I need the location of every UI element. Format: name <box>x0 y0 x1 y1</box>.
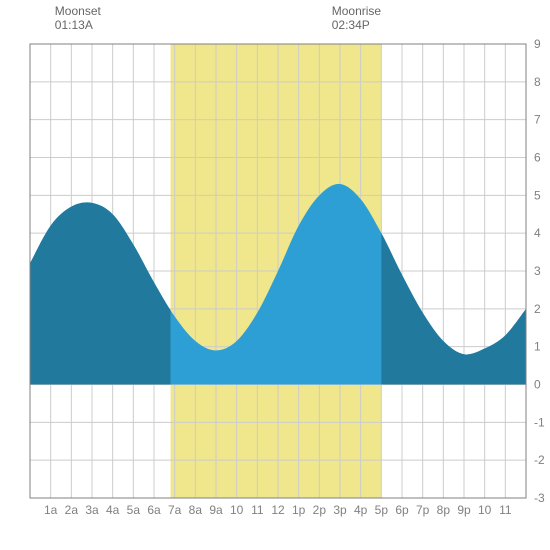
moonset-time: 01:13A <box>55 18 101 32</box>
moonset-label: Moonset 01:13A <box>55 4 101 32</box>
x-tick-label: 5p <box>375 503 389 517</box>
x-tick-label: 1a <box>44 503 58 517</box>
x-tick-label: 2p <box>313 503 327 517</box>
x-tick-label: 6a <box>147 503 161 517</box>
x-tick-label: 5a <box>127 503 141 517</box>
x-tick-label: 11 <box>251 503 264 517</box>
y-tick-label: -1 <box>534 415 545 429</box>
x-tick-label: 12 <box>271 503 285 517</box>
x-tick-label: 4p <box>354 503 368 517</box>
y-tick-label: 8 <box>534 75 541 89</box>
x-tick-label: 11 <box>499 503 512 517</box>
moonrise-time: 02:34P <box>332 18 381 32</box>
y-tick-label: 6 <box>534 151 541 165</box>
x-tick-label: 3a <box>85 503 99 517</box>
x-tick-label: 6p <box>395 503 409 517</box>
x-tick-label: 9a <box>209 503 223 517</box>
x-tick-label: 8p <box>437 503 451 517</box>
moonrise-label: Moonrise 02:34P <box>332 4 381 32</box>
y-tick-label: 9 <box>534 37 541 51</box>
y-tick-label: -3 <box>534 491 545 505</box>
x-tick-label: 7p <box>416 503 430 517</box>
x-tick-label: 4a <box>106 503 120 517</box>
x-tick-label: 3p <box>333 503 347 517</box>
y-tick-label: 5 <box>534 188 541 202</box>
x-tick-label: 2a <box>65 503 79 517</box>
y-tick-label: 2 <box>534 302 541 316</box>
x-tick-label: 1p <box>292 503 306 517</box>
y-tick-label: 4 <box>534 226 541 240</box>
y-tick-label: 3 <box>534 264 541 278</box>
y-tick-label: 0 <box>534 378 541 392</box>
x-tick-label: 9p <box>457 503 471 517</box>
x-tick-label: 10 <box>478 503 492 517</box>
y-tick-label: 1 <box>534 340 541 354</box>
y-tick-label: -2 <box>534 453 545 467</box>
y-tick-label: 7 <box>534 113 541 127</box>
x-tick-label: 10 <box>230 503 244 517</box>
moonset-title: Moonset <box>55 4 101 18</box>
x-tick-label: 8a <box>189 503 203 517</box>
moonrise-title: Moonrise <box>332 4 381 18</box>
x-tick-label: 7a <box>168 503 182 517</box>
tide-chart-svg: -3-2-101234567891a2a3a4a5a6a7a8a9a101112… <box>0 0 550 550</box>
tide-chart-container: Moonset 01:13A Moonrise 02:34P -3-2-1012… <box>0 0 550 550</box>
